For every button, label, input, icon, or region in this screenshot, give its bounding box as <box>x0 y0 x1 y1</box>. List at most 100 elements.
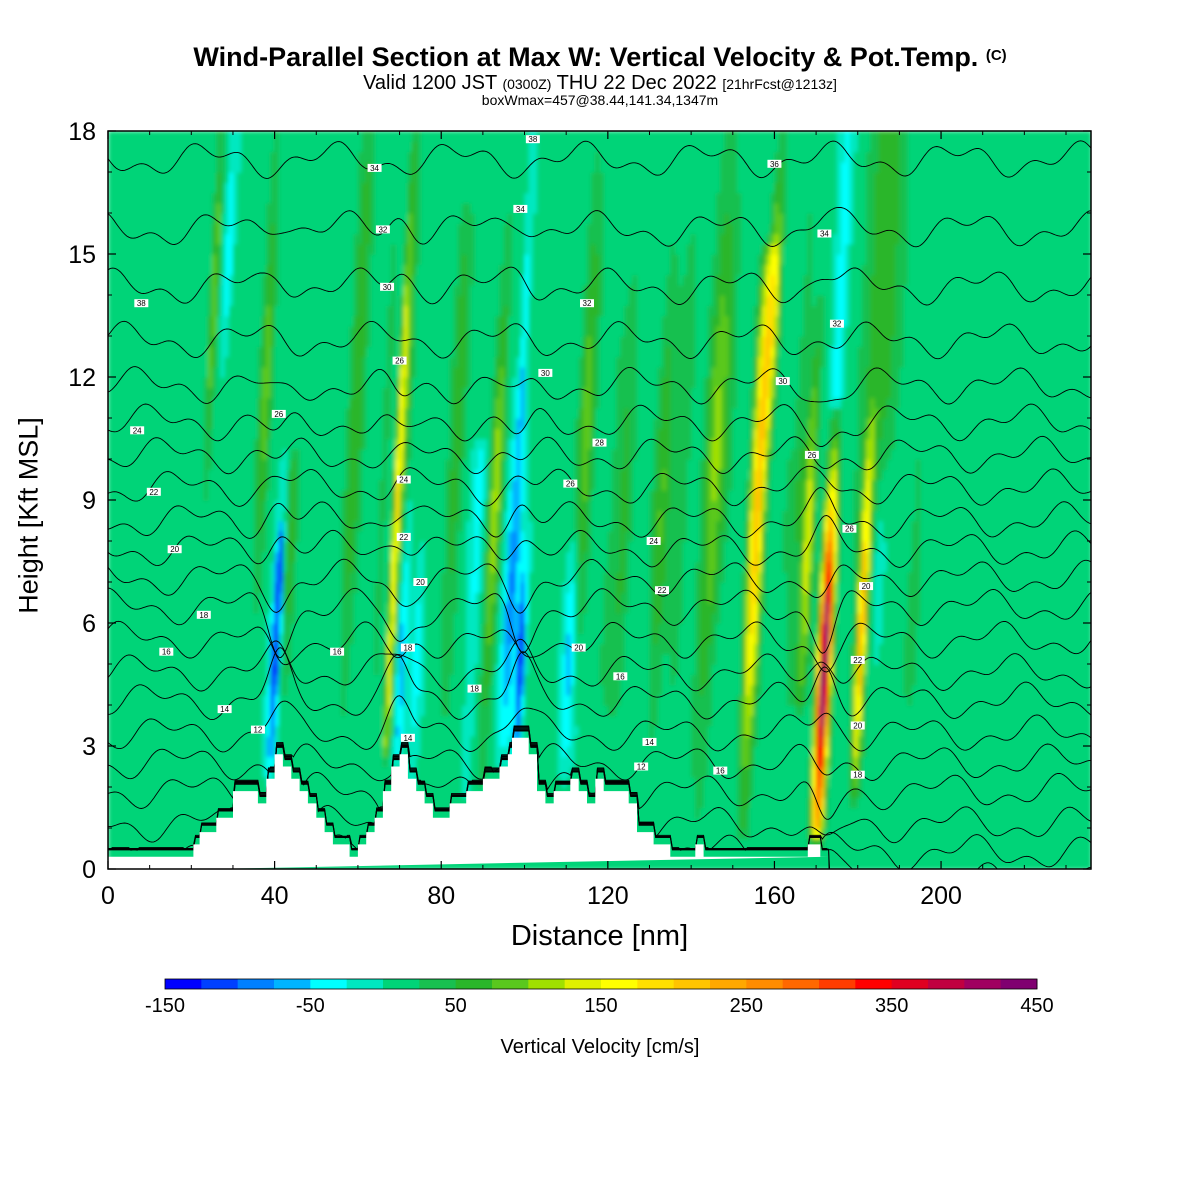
w-cell <box>257 295 263 307</box>
w-cell <box>137 674 143 686</box>
w-cell <box>174 602 180 614</box>
w-cell <box>120 479 126 491</box>
w-cell <box>108 295 113 307</box>
w-cell <box>266 653 272 665</box>
w-cell <box>145 315 151 327</box>
w-cell <box>253 664 259 676</box>
w-cell <box>216 448 222 460</box>
w-cell <box>195 520 201 532</box>
w-cell <box>124 479 130 491</box>
w-cell <box>270 274 276 286</box>
w-cell <box>257 756 263 768</box>
w-cell <box>241 387 247 399</box>
w-cell <box>145 459 151 471</box>
w-cell <box>287 418 293 430</box>
w-cell <box>299 407 305 419</box>
w-cell <box>195 346 201 358</box>
w-cell <box>124 407 130 419</box>
w-cell <box>228 284 234 296</box>
w-cell <box>224 735 230 747</box>
w-cell <box>303 377 309 389</box>
w-cell <box>287 459 293 471</box>
w-cell <box>291 541 297 553</box>
w-cell <box>287 254 293 266</box>
w-cell <box>232 653 238 665</box>
w-cell <box>178 151 184 163</box>
w-cell <box>149 223 155 235</box>
w-cell <box>182 223 188 235</box>
w-cell <box>232 520 238 532</box>
w-cell <box>112 315 118 327</box>
valid-date: THU 22 Dec 2022 <box>556 72 717 94</box>
w-cell <box>212 776 218 788</box>
w-cell <box>145 643 151 655</box>
w-cell <box>249 602 255 614</box>
w-cell <box>237 202 243 214</box>
w-cell <box>124 776 130 788</box>
w-cell <box>191 807 197 819</box>
w-cell <box>128 469 134 481</box>
w-cell <box>178 592 184 604</box>
w-cell <box>278 387 284 399</box>
w-cell <box>153 674 159 686</box>
w-cell <box>149 182 155 194</box>
w-cell <box>228 612 234 624</box>
w-cell <box>141 438 147 450</box>
w-cell <box>137 172 143 184</box>
w-cell <box>182 520 188 532</box>
w-cell <box>295 397 301 409</box>
w-cell <box>212 233 218 245</box>
w-cell <box>170 131 176 143</box>
w-cell <box>282 500 288 512</box>
w-cell <box>153 274 159 286</box>
w-cell <box>307 551 313 563</box>
w-cell <box>174 653 180 665</box>
w-cell <box>157 694 163 706</box>
w-cell <box>170 459 176 471</box>
w-cell <box>128 705 134 717</box>
w-cell <box>287 428 293 440</box>
w-cell <box>157 715 163 727</box>
w-cell <box>299 705 305 717</box>
w-cell <box>153 428 159 440</box>
w-cell <box>270 684 276 696</box>
w-cell <box>228 387 234 399</box>
w-cell <box>270 479 276 491</box>
w-cell <box>170 418 176 430</box>
w-cell <box>282 530 288 542</box>
w-cell <box>112 346 118 358</box>
w-cell <box>195 315 201 327</box>
w-cell <box>195 151 201 163</box>
w-cell <box>262 705 268 717</box>
w-cell <box>278 684 284 696</box>
w-cell <box>141 131 147 143</box>
w-cell <box>195 643 201 655</box>
w-cell <box>112 182 118 194</box>
w-cell <box>224 746 230 758</box>
w-cell <box>312 243 318 255</box>
w-cell <box>174 725 180 737</box>
w-cell <box>245 756 251 768</box>
w-cell <box>182 592 188 604</box>
w-cell <box>166 520 172 532</box>
w-cell <box>287 223 293 235</box>
w-cell <box>145 151 151 163</box>
w-cell <box>270 715 276 727</box>
w-cell <box>178 254 184 266</box>
w-cell <box>291 592 297 604</box>
w-cell <box>149 254 155 266</box>
w-cell <box>237 571 243 583</box>
w-cell <box>299 172 305 184</box>
w-cell <box>178 817 184 829</box>
w-cell <box>282 356 288 368</box>
w-cell <box>266 448 272 460</box>
w-cell <box>120 243 126 255</box>
w-cell <box>291 694 297 706</box>
w-cell <box>312 746 318 758</box>
w-cell <box>182 571 188 583</box>
w-cell <box>182 336 188 348</box>
w-cell <box>162 500 168 512</box>
w-cell <box>178 141 184 153</box>
w-cell <box>166 325 172 337</box>
w-cell <box>253 254 259 266</box>
